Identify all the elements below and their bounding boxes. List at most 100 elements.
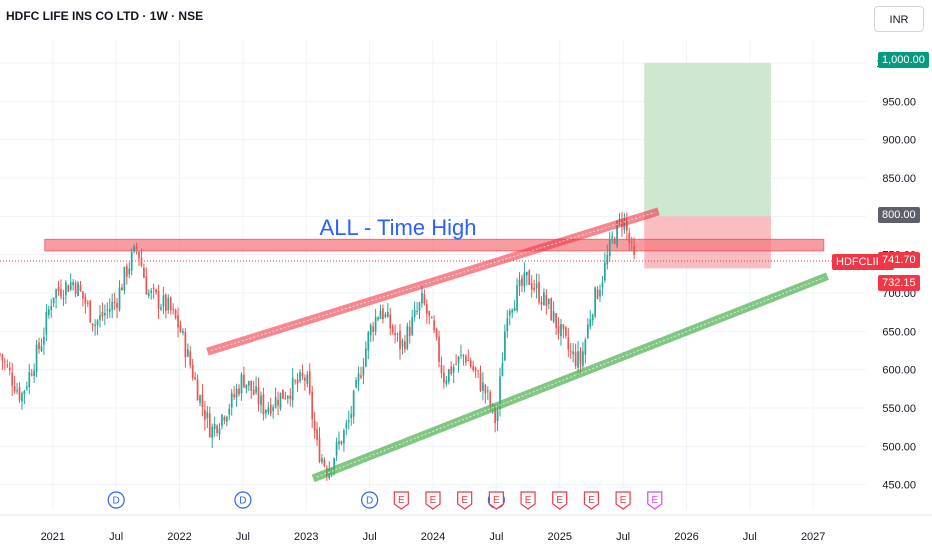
candle-body <box>301 373 304 377</box>
candle-body <box>143 267 145 278</box>
candle-body <box>286 396 289 399</box>
earnings-marker-label: E <box>430 495 437 506</box>
price-tick-label: 450.00 <box>882 480 916 492</box>
candle-body <box>433 320 435 331</box>
candle-body <box>333 458 335 470</box>
candle-body <box>374 317 377 332</box>
candle-body <box>255 386 257 393</box>
candle-body <box>521 277 523 286</box>
candle-body <box>65 282 67 296</box>
candle-body <box>216 425 218 433</box>
candle-body <box>118 287 121 310</box>
candle-body <box>21 393 23 402</box>
dividend-marker-label: D <box>366 496 373 507</box>
candle-body <box>230 392 233 408</box>
candle-body <box>567 337 570 350</box>
earnings-marker[interactable] <box>488 491 504 510</box>
earnings-marker[interactable] <box>425 491 441 510</box>
candle-body <box>16 390 18 392</box>
candle-body <box>121 287 123 291</box>
price-tick-label: 500.00 <box>882 441 916 453</box>
earnings-marker[interactable] <box>583 491 600 510</box>
candle-body <box>389 314 392 329</box>
candle-body <box>218 428 221 435</box>
candle-body <box>365 348 367 367</box>
symbol-title[interactable]: HDFC LIFE INS CO LTD · 1W · NSE <box>6 9 204 23</box>
candle-body <box>128 268 131 275</box>
candle-body <box>377 317 379 320</box>
candle-body <box>430 317 433 319</box>
candle-body <box>369 325 372 336</box>
price-tick-label: 900.00 <box>882 135 916 147</box>
candle-body <box>150 290 153 293</box>
currency-button[interactable]: INR <box>874 6 924 32</box>
candle-body <box>28 372 31 388</box>
candle-body <box>511 309 514 313</box>
candle-body <box>452 366 455 373</box>
earnings-marker-label: E <box>556 495 563 506</box>
candle-body <box>304 377 306 381</box>
time-tick-label: 2022 <box>167 531 191 543</box>
earnings-marker[interactable] <box>552 491 568 510</box>
candle-body <box>518 279 521 287</box>
candle-body <box>630 242 633 244</box>
earnings-marker[interactable] <box>615 491 631 510</box>
candle-body <box>438 336 440 363</box>
candle-body <box>306 374 309 384</box>
time-axis[interactable]: 2021 Jul 2022 Jul 2023 Jul 2024 Jul 2025 Jul 2026 J… <box>0 514 932 543</box>
dividend-marker[interactable] <box>234 491 252 509</box>
trendlines <box>206 207 829 483</box>
candle-body <box>274 396 277 408</box>
candle-body <box>589 319 592 327</box>
candle-body <box>179 325 182 332</box>
price-tick-label: 850.00 <box>882 173 916 185</box>
grid-lines <box>0 40 866 510</box>
candle-body <box>423 294 426 304</box>
candle-body <box>86 302 89 304</box>
candle-body <box>562 324 565 330</box>
candle-body <box>413 310 416 318</box>
price-tick-label: 650.00 <box>882 326 916 338</box>
candle-body <box>504 331 506 361</box>
candle-body <box>338 441 340 445</box>
candle-body <box>550 298 553 321</box>
candle-body <box>160 307 162 310</box>
candle-body <box>157 291 160 309</box>
candle-body <box>282 389 284 399</box>
candle-body <box>72 282 75 286</box>
candle-body <box>8 367 11 371</box>
last-price-tag: 741.70 <box>878 252 920 268</box>
earnings-marker[interactable] <box>647 491 663 510</box>
candle-body <box>94 324 96 327</box>
candle-body <box>601 282 604 288</box>
candle-body <box>606 255 609 265</box>
resistance-trendline-center <box>211 212 655 351</box>
candle-body <box>69 282 72 290</box>
candle-body <box>604 262 606 281</box>
dividend-marker[interactable] <box>361 491 379 509</box>
earnings-marker[interactable] <box>457 491 473 510</box>
stop-price-tag: 732.15 <box>878 275 920 291</box>
candle-body <box>316 429 318 440</box>
candle-body <box>579 350 582 364</box>
candle-body <box>182 330 184 333</box>
candle-body <box>204 410 206 420</box>
entry-price-tag: 800.00 <box>878 207 920 223</box>
candle-body <box>586 324 589 339</box>
time-tick-label: 2025 <box>547 531 571 543</box>
candle-body <box>89 300 92 323</box>
candle-body <box>199 395 201 403</box>
candle-body <box>321 458 323 463</box>
candle-body <box>613 238 616 244</box>
dividend-marker[interactable] <box>107 491 125 509</box>
candle-body <box>360 375 362 378</box>
candle-body <box>186 349 189 357</box>
candle-body <box>513 307 516 311</box>
price-tick-label: 700.00 <box>882 288 916 300</box>
earnings-marker[interactable] <box>520 491 536 510</box>
earnings-marker[interactable] <box>393 491 409 510</box>
candle-body <box>404 341 406 350</box>
candle-body <box>96 320 99 326</box>
candle-body <box>25 386 28 389</box>
